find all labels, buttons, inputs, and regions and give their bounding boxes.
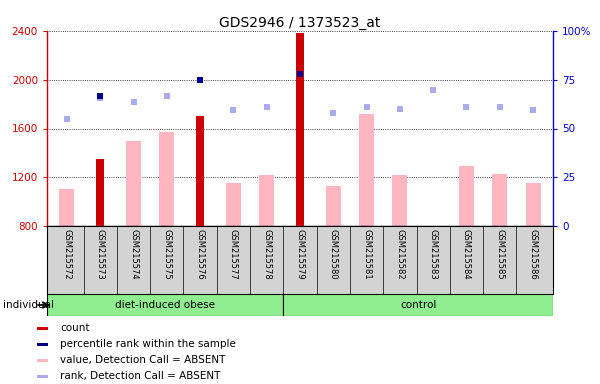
Bar	[47, 294, 283, 316]
Text: GSM215573: GSM215573	[96, 229, 105, 280]
Text: GSM215586: GSM215586	[529, 229, 538, 280]
Bar	[37, 359, 47, 362]
Text: GSM215576: GSM215576	[196, 229, 205, 280]
Text: GSM215580: GSM215580	[329, 229, 338, 280]
Bar	[392, 175, 407, 226]
Bar	[37, 375, 47, 378]
Bar	[226, 183, 241, 226]
Bar	[126, 141, 141, 226]
Text: diet-induced obese: diet-induced obese	[115, 300, 215, 310]
Text: GSM215585: GSM215585	[495, 229, 504, 280]
Bar	[296, 33, 304, 226]
Bar	[283, 294, 553, 316]
Bar	[37, 326, 47, 330]
Bar	[492, 174, 507, 226]
Bar	[59, 189, 74, 226]
Text: rank, Detection Call = ABSENT: rank, Detection Call = ABSENT	[61, 371, 221, 381]
Bar	[526, 183, 541, 226]
Text: GSM215575: GSM215575	[163, 229, 172, 280]
Text: individual: individual	[3, 300, 54, 310]
Text: GSM215574: GSM215574	[129, 229, 138, 280]
Bar	[37, 343, 47, 346]
Text: control: control	[400, 300, 436, 310]
Text: GSM215583: GSM215583	[428, 229, 437, 280]
Title: GDS2946 / 1373523_at: GDS2946 / 1373523_at	[220, 16, 380, 30]
Bar	[259, 175, 274, 226]
Bar	[160, 132, 175, 226]
Bar	[459, 166, 474, 226]
Text: GSM215578: GSM215578	[262, 229, 271, 280]
Bar	[326, 186, 341, 226]
Text: GSM215579: GSM215579	[296, 229, 305, 280]
Text: GSM215582: GSM215582	[395, 229, 404, 280]
Bar	[196, 116, 204, 226]
Bar	[359, 114, 374, 226]
Text: GSM215584: GSM215584	[462, 229, 471, 280]
Text: count: count	[61, 323, 90, 333]
Text: value, Detection Call = ABSENT: value, Detection Call = ABSENT	[61, 356, 226, 366]
Text: GSM215572: GSM215572	[62, 229, 71, 280]
Text: percentile rank within the sample: percentile rank within the sample	[61, 339, 236, 349]
Bar	[96, 159, 104, 226]
Text: GSM215581: GSM215581	[362, 229, 371, 280]
Text: GSM215577: GSM215577	[229, 229, 238, 280]
